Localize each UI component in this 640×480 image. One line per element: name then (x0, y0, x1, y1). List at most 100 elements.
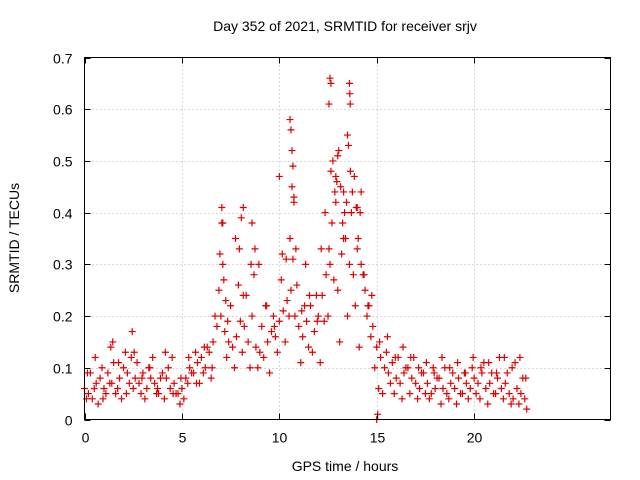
data-point (368, 291, 376, 299)
data-point (497, 384, 505, 392)
data-point (147, 374, 155, 382)
data-point (493, 369, 501, 377)
data-point (427, 390, 435, 398)
data-point (321, 209, 329, 217)
data-point (122, 390, 130, 398)
data-point (355, 343, 363, 351)
data-point (164, 364, 172, 372)
data-point (219, 219, 227, 227)
data-point (339, 219, 347, 227)
data-point (283, 297, 291, 305)
data-point (118, 395, 126, 403)
data-point (186, 364, 194, 372)
data-point (130, 348, 138, 356)
data-point (331, 188, 339, 196)
data-point (303, 317, 311, 325)
data-point (327, 79, 335, 87)
data-point (347, 209, 355, 217)
data-point (517, 390, 525, 398)
data-point (433, 374, 441, 382)
data-point (346, 100, 354, 108)
data-point (346, 90, 354, 98)
data-point (94, 400, 102, 408)
data-point (297, 359, 305, 367)
data-point (137, 390, 145, 398)
data-point (472, 390, 480, 398)
data-point (376, 338, 384, 346)
data-point (357, 260, 365, 268)
data-point (141, 395, 149, 403)
x-tick-label: 5 (179, 430, 187, 446)
data-point (178, 384, 186, 392)
data-point (505, 390, 513, 398)
data-point (446, 364, 454, 372)
data-point (414, 395, 422, 403)
data-point (396, 379, 404, 387)
data-point (340, 235, 348, 242)
data-point (125, 379, 133, 387)
data-point (447, 379, 455, 387)
data-point (156, 374, 164, 382)
data-point (333, 178, 341, 186)
data-point (135, 379, 143, 387)
data-point (219, 260, 227, 268)
data-point (431, 384, 439, 392)
data-point (129, 384, 137, 392)
data-point (412, 379, 420, 387)
data-point (169, 390, 177, 398)
data-point (464, 395, 472, 403)
data-point (279, 307, 287, 315)
data-point (162, 374, 170, 382)
data-point (383, 333, 391, 341)
data-point (96, 374, 104, 382)
data-point (379, 390, 387, 398)
data-point (390, 390, 398, 398)
data-point (451, 384, 459, 392)
data-point (439, 384, 447, 392)
data-point (260, 353, 268, 361)
data-point (421, 390, 429, 398)
data-point (170, 379, 178, 387)
data-point (513, 384, 521, 392)
data-point (503, 369, 511, 377)
y-tick-label: 0.6 (53, 102, 73, 118)
data-point (449, 369, 457, 377)
data-point (112, 390, 120, 398)
data-point (523, 405, 531, 413)
data-point (256, 348, 264, 356)
data-point (470, 374, 478, 382)
data-point (430, 369, 438, 377)
x-tick-label: 20 (467, 430, 483, 446)
data-point (149, 353, 157, 361)
data-point (351, 302, 359, 310)
data-point (264, 338, 272, 346)
data-point (356, 209, 364, 217)
data-point (237, 214, 245, 222)
data-point (312, 291, 320, 299)
x-tick-label: 0 (82, 430, 90, 446)
data-point (324, 312, 332, 320)
data-point (255, 260, 263, 268)
data-point (474, 379, 482, 387)
data-point (248, 312, 256, 320)
data-point (425, 395, 433, 403)
data-point (511, 359, 519, 367)
y-axis-label: SRMTID / TECUs (6, 183, 22, 293)
data-point (278, 250, 286, 258)
data-point (371, 364, 379, 372)
data-point (381, 364, 389, 372)
data-point (325, 245, 333, 253)
x-axis-label: GPS time / hours (292, 458, 399, 474)
data-point (466, 384, 474, 392)
data-point (326, 260, 334, 268)
data-point (357, 188, 365, 196)
data-point (445, 395, 453, 403)
data-point (287, 126, 295, 134)
data-point (275, 317, 283, 325)
data-point (468, 364, 476, 372)
data-point (184, 379, 192, 387)
data-point (227, 302, 235, 310)
data-point (236, 317, 244, 325)
data-point (244, 338, 252, 346)
data-point (361, 286, 369, 294)
